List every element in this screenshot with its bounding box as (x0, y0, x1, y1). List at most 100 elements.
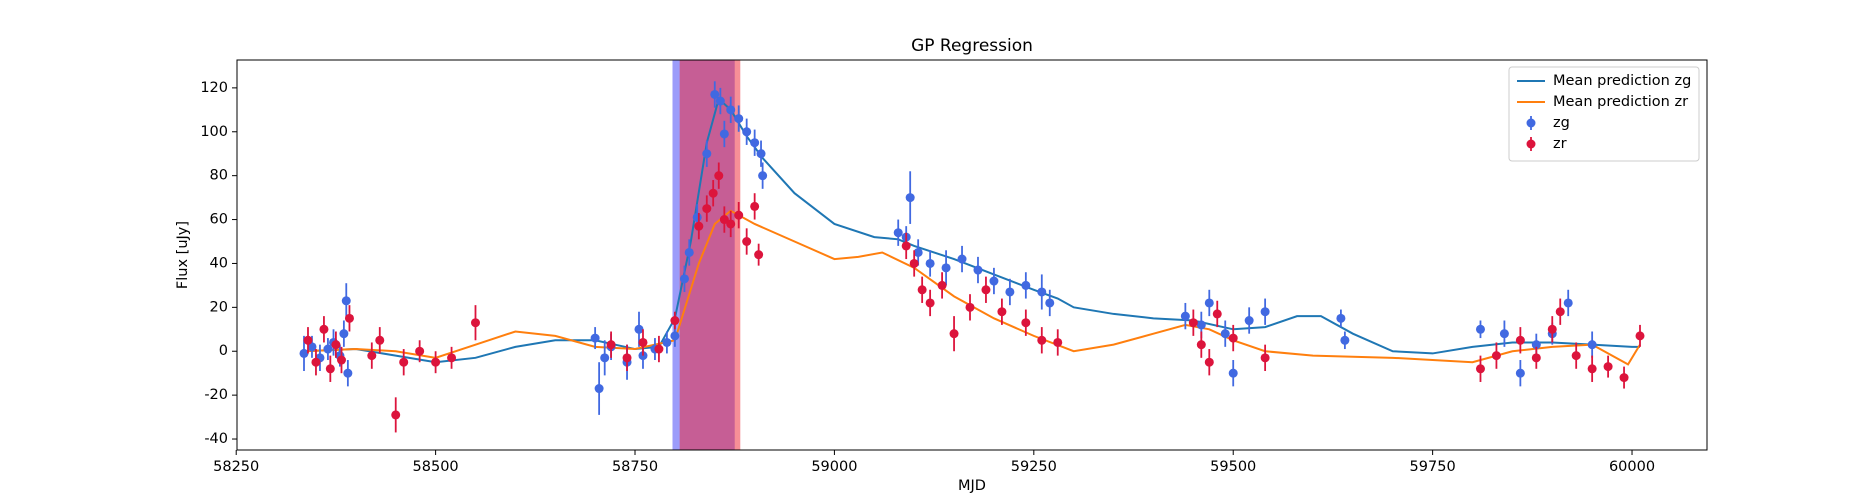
data-point (399, 357, 409, 367)
legend-swatch (1526, 118, 1536, 128)
y-tick-label: -20 (204, 387, 228, 403)
data-point (909, 258, 919, 268)
data-point (622, 353, 632, 363)
data-point (634, 324, 644, 334)
data-point (756, 149, 766, 159)
axes-frame (236, 59, 1708, 451)
data-point (341, 296, 351, 306)
data-point (344, 313, 354, 323)
data-point (1336, 313, 1346, 323)
data-point (336, 355, 346, 365)
data-point (1587, 340, 1597, 350)
data-point (415, 346, 425, 356)
data-point (957, 254, 967, 264)
data-point (299, 348, 309, 358)
data-point (1045, 298, 1055, 308)
data-point (1563, 298, 1573, 308)
data-point (662, 337, 672, 347)
chart-title: GP Regression (911, 36, 1033, 56)
data-point (708, 188, 718, 198)
data-point (692, 212, 702, 222)
data-point (1475, 324, 1485, 334)
data-point (654, 344, 664, 354)
plot-area (299, 60, 1645, 450)
data-point (1220, 329, 1230, 339)
data-point (925, 258, 935, 268)
data-point (684, 247, 694, 257)
data-point (1204, 298, 1214, 308)
data-point (1228, 368, 1238, 378)
data-point (1037, 287, 1047, 297)
mean-line (303, 97, 1640, 364)
data-point (917, 285, 927, 295)
data-point (1228, 333, 1238, 343)
data-point (470, 318, 480, 328)
data-point (893, 228, 903, 238)
data-point (726, 105, 736, 115)
x-tick-label: 59500 (1210, 459, 1256, 475)
data-point (1196, 320, 1206, 330)
data-point (594, 384, 604, 394)
data-point (901, 241, 911, 251)
x-tick-label: 59000 (811, 459, 857, 475)
data-point (303, 335, 313, 345)
data-point (1619, 373, 1629, 383)
data-point (1340, 335, 1350, 345)
y-axis-label: Flux [uJy] (175, 221, 191, 289)
legend-label: zg (1553, 115, 1570, 131)
y-tick-label: -40 (204, 431, 228, 447)
data-point (1603, 362, 1613, 372)
data-point (1515, 368, 1525, 378)
data-point (925, 298, 935, 308)
y-tick-label: 0 (219, 343, 228, 359)
y-tick-label: 60 (210, 212, 228, 228)
data-point (1021, 318, 1031, 328)
data-point (1531, 340, 1541, 350)
data-point (734, 210, 744, 220)
mean-line (303, 209, 1641, 366)
data-point (679, 274, 689, 284)
data-point (1260, 307, 1270, 317)
data-point (726, 219, 736, 229)
data-point (1180, 311, 1190, 321)
data-point (343, 368, 353, 378)
data-point (754, 250, 764, 260)
data-point (1587, 364, 1597, 374)
data-point (715, 96, 725, 106)
data-point (913, 247, 923, 257)
data-point (702, 204, 712, 214)
x-tick-label: 59750 (1410, 459, 1456, 475)
data-point (1475, 364, 1485, 374)
data-point (1188, 318, 1198, 328)
data-point (710, 89, 720, 99)
data-point (758, 171, 768, 181)
y-tick-label: 80 (210, 168, 228, 184)
x-tick-label: 59250 (1011, 459, 1057, 475)
data-point (367, 351, 377, 361)
data-point (1021, 280, 1031, 290)
data-point (981, 285, 991, 295)
data-point (311, 357, 321, 367)
data-point (719, 129, 729, 139)
data-point (307, 342, 317, 352)
data-point (325, 364, 335, 374)
x-tick-label: 58750 (612, 459, 658, 475)
y-tick-label: 100 (200, 124, 228, 140)
data-point (1547, 324, 1557, 334)
data-point (734, 114, 744, 124)
data-point (750, 138, 760, 148)
legend-label: Mean prediction zg (1553, 73, 1691, 89)
data-point (937, 280, 947, 290)
data-point (1491, 351, 1501, 361)
data-point (905, 193, 915, 203)
data-point (742, 127, 752, 137)
data-point (590, 333, 600, 343)
legend-box (1508, 66, 1700, 162)
data-point (1499, 329, 1509, 339)
legend-label: zr (1553, 136, 1567, 152)
x-tick-label: 60000 (1609, 459, 1655, 475)
data-point (431, 357, 441, 367)
data-point (323, 344, 333, 354)
data-point (1260, 353, 1270, 363)
